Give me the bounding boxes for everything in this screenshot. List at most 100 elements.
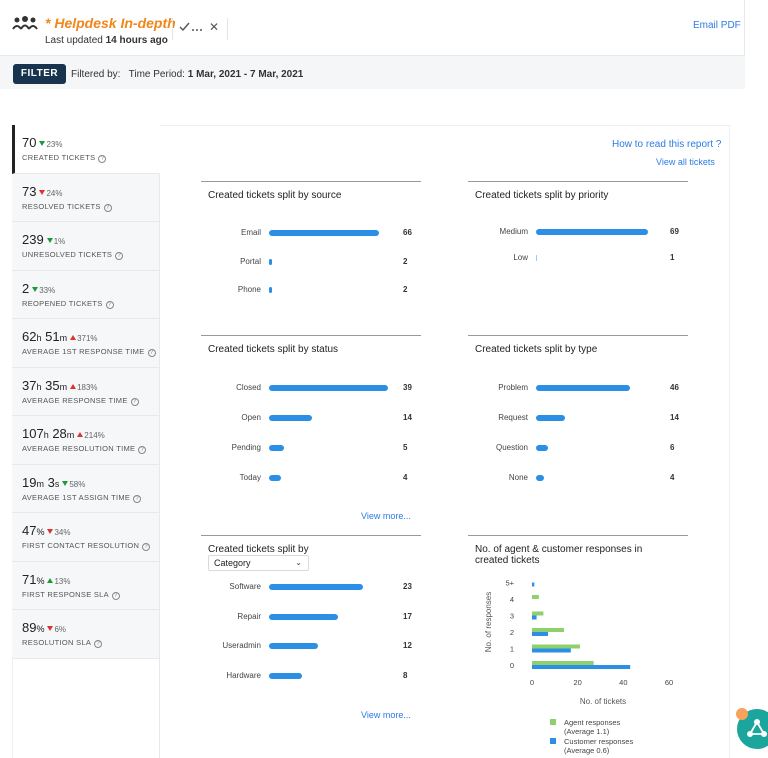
bar[interactable]	[536, 385, 630, 391]
view-more-link[interactable]: View more...	[361, 710, 411, 720]
bar-value-label: 17	[403, 611, 412, 621]
metric-unit: h	[36, 381, 42, 392]
chevron-down-icon: ⌄	[295, 558, 302, 567]
bar-row[interactable]: Repair 17	[201, 610, 421, 624]
filtered-by-label: Filtered by:	[71, 69, 121, 80]
bar[interactable]	[536, 445, 549, 451]
bar-row[interactable]: Hardware 8	[201, 669, 421, 683]
help-icon[interactable]: ?	[105, 300, 114, 309]
bar-agent-responses[interactable]	[532, 611, 544, 616]
bar[interactable]	[269, 230, 379, 236]
metric-reopened-tickets[interactable]: 2 33% REOPENED TICKETS?	[12, 270, 160, 319]
bar[interactable]	[269, 672, 302, 679]
bar-row[interactable]: Closed 39	[201, 381, 421, 395]
bar-row[interactable]: Software 23	[201, 580, 421, 594]
bar[interactable]	[269, 258, 273, 265]
help-icon[interactable]: ?	[115, 252, 124, 260]
metric-resolved-tickets[interactable]: 73 24% RESOLVED TICKETS?	[12, 173, 160, 222]
arrow-down-icon	[39, 189, 46, 195]
y-tick-label: 2	[510, 628, 514, 637]
bar-row[interactable]: Phone 2	[201, 283, 421, 297]
help-icon[interactable]: ?	[130, 397, 139, 406]
metric-label-text: RESOLVED TICKETS	[22, 201, 101, 211]
bar-value-label: 2	[403, 285, 408, 294]
bar-customer-responses[interactable]	[532, 632, 548, 636]
bar[interactable]	[269, 415, 312, 421]
split-by-select[interactable]: Category ⌄	[208, 555, 309, 571]
check-dots-icon[interactable]	[179, 20, 203, 34]
bar-customer-responses[interactable]	[532, 648, 571, 653]
bar[interactable]	[536, 229, 648, 235]
metric-first-contact-resolution[interactable]: 47% 34% FIRST CONTACT RESOLUTION?	[12, 513, 160, 562]
bar-customer-responses[interactable]	[532, 665, 631, 669]
help-icon[interactable]: ?	[133, 494, 142, 503]
bar-row[interactable]: Useradmin 12	[201, 639, 421, 653]
bar-customer-responses[interactable]	[532, 615, 537, 620]
bar-row[interactable]: Email 66	[201, 226, 421, 240]
metric-change: 33%	[32, 286, 55, 295]
bar[interactable]	[536, 415, 565, 421]
metric-created-tickets[interactable]: 70 23% CREATED TICKETS?	[12, 125, 160, 174]
metric-average-1st-assign-time[interactable]: 19m 3s 58% AVERAGE 1ST ASSIGN TIME?	[12, 464, 160, 513]
close-icon[interactable]: ✕	[209, 20, 220, 34]
email-pdf-link[interactable]: Email PDF	[693, 20, 741, 31]
metric-resolution-sla[interactable]: 89% 6% RESOLUTION SLA?	[12, 610, 160, 659]
bar[interactable]	[269, 385, 388, 391]
bar-customer-responses[interactable]	[532, 582, 535, 587]
help-icon[interactable]: ?	[111, 591, 120, 600]
bar-row[interactable]: Low 1	[468, 251, 688, 265]
last-updated: Last updated 14 hours ago	[45, 35, 168, 46]
view-more-link[interactable]: View more...	[361, 511, 411, 521]
bar[interactable]	[269, 445, 285, 451]
y-tick-label: 1	[510, 645, 514, 654]
bar-agent-responses[interactable]	[532, 595, 539, 599]
bar[interactable]	[269, 475, 282, 481]
bar[interactable]	[269, 613, 339, 620]
bar-row[interactable]: Medium 69	[468, 225, 688, 239]
help-icon[interactable]: ?	[147, 349, 156, 357]
bar-value-label: 23	[403, 582, 412, 591]
bar-row[interactable]: Question 6	[468, 441, 688, 455]
bar-row[interactable]: Pending 5	[201, 441, 421, 455]
view-all-tickets-link[interactable]: View all tickets	[656, 157, 715, 167]
help-icon[interactable]: ?	[103, 203, 112, 212]
bar[interactable]	[269, 287, 273, 293]
filter-button[interactable]: FILTER	[13, 64, 66, 84]
header-top: * Helpdesk In-depth Last updated 14 hour…	[0, 0, 745, 55]
metric-number: 3	[43, 474, 55, 490]
bar-agent-responses[interactable]	[532, 628, 564, 632]
metric-average-resolution-time[interactable]: 107h 28m 214% AVERAGE RESOLUTION TIME?	[12, 416, 160, 465]
metric-average-1st-response-time[interactable]: 62h 51m 371% AVERAGE 1ST RESPONSE TIME?	[12, 319, 160, 368]
bar-agent-responses[interactable]	[532, 644, 580, 649]
metric-number: 37	[22, 377, 37, 393]
bar-row[interactable]: Problem 46	[468, 381, 688, 395]
help-icon[interactable]: ?	[142, 543, 151, 551]
bar[interactable]	[536, 255, 537, 261]
metric-unit: m	[66, 430, 75, 440]
metric-first-response-sla[interactable]: 71% 13% FIRST RESPONSE SLA?	[12, 561, 160, 610]
bar[interactable]	[536, 475, 545, 481]
metric-average-response-time[interactable]: 37h 35m 183% AVERAGE RESPONSE TIME?	[12, 367, 160, 416]
bar-category-label: Problem	[498, 383, 528, 392]
bar-row[interactable]: Open 14	[201, 411, 421, 425]
metric-change: 1%	[46, 237, 65, 246]
bar-agent-responses[interactable]	[532, 661, 594, 665]
metric-unresolved-tickets[interactable]: 239 1% UNRESOLVED TICKETS?	[12, 222, 160, 271]
bar-row[interactable]: None 4	[468, 471, 688, 485]
metric-unit: %	[36, 575, 45, 586]
help-icon[interactable]: ?	[98, 155, 107, 163]
bar-row[interactable]: Request 14	[468, 411, 688, 425]
bar-row[interactable]: Portal 2	[201, 255, 421, 269]
card-title: No. of agent & customer responses in cre…	[475, 544, 643, 566]
bar[interactable]	[269, 643, 319, 649]
metric-change: 214%	[77, 431, 105, 440]
how-to-read-link[interactable]: How to read this report ?	[612, 139, 722, 150]
help-icon[interactable]: ?	[138, 446, 147, 454]
bar[interactable]	[269, 584, 363, 590]
bar-row[interactable]: Today 4	[201, 471, 421, 485]
help-icon[interactable]: ?	[94, 640, 103, 648]
responses-chart: 0 1 2 3 4 5+ 0 20 40 60 No. of tickets No. of respo…	[484, 579, 673, 756]
metric-label: AVERAGE 1ST RESPONSE TIME?	[22, 347, 159, 357]
metric-label-text: REOPENED TICKETS	[22, 298, 103, 308]
x-tick-label: 0	[530, 678, 534, 687]
